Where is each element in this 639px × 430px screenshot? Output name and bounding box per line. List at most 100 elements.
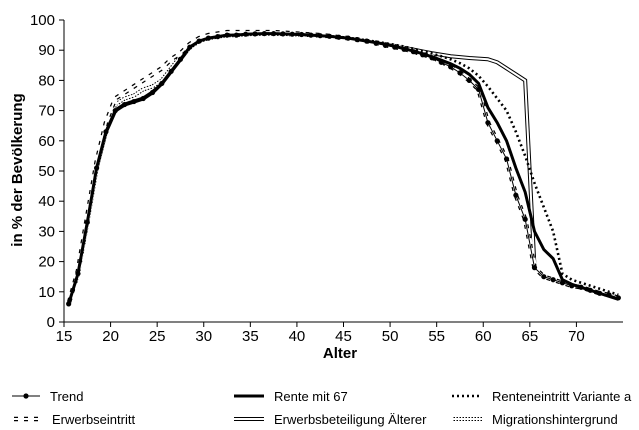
data-point xyxy=(550,277,556,283)
data-point xyxy=(373,40,379,46)
data-point xyxy=(606,292,612,298)
data-point xyxy=(494,138,500,144)
y-tick-label: 80 xyxy=(38,72,55,89)
x-tick-label: 35 xyxy=(242,328,259,345)
data-point xyxy=(177,56,184,62)
data-point xyxy=(429,55,435,61)
data-point xyxy=(233,32,239,38)
x-tick-label: 50 xyxy=(382,328,399,345)
data-point xyxy=(401,46,407,52)
legend-item: Erwerbsbeteiligung Älterer xyxy=(234,412,427,427)
data-point xyxy=(522,216,528,222)
y-tick-label: 60 xyxy=(38,133,55,150)
series-layer xyxy=(66,29,621,307)
data-point xyxy=(112,108,118,114)
data-point xyxy=(541,274,547,280)
data-point xyxy=(364,38,370,44)
y-tick-label: 90 xyxy=(38,42,55,59)
data-point xyxy=(448,64,454,70)
data-point xyxy=(94,165,100,171)
x-tick-label: 60 xyxy=(475,328,492,345)
data-point xyxy=(615,295,621,301)
data-point xyxy=(559,280,566,286)
data-point xyxy=(280,31,286,37)
data-point xyxy=(66,301,72,307)
data-point xyxy=(587,287,593,293)
data-point xyxy=(457,70,463,76)
data-point xyxy=(215,34,221,40)
data-point xyxy=(513,192,519,198)
x-tick-label: 55 xyxy=(428,328,445,345)
data-point xyxy=(382,42,389,48)
data-point xyxy=(252,31,258,37)
data-point xyxy=(317,33,323,39)
data-point xyxy=(485,120,491,126)
y-tick-label: 10 xyxy=(38,284,55,301)
data-point xyxy=(75,271,81,277)
legend-label: Rente mit 67 xyxy=(274,389,348,404)
y-tick-label: 70 xyxy=(38,103,55,120)
data-point xyxy=(149,89,156,96)
data-point xyxy=(271,30,277,37)
data-point xyxy=(140,95,146,102)
data-point xyxy=(578,284,584,290)
data-point xyxy=(410,49,416,55)
y-tick-label: 20 xyxy=(38,254,55,271)
data-point xyxy=(597,290,603,296)
y-tick-label: 30 xyxy=(38,223,55,240)
data-point xyxy=(438,59,444,65)
legend-label: Erwerbsbeteiligung Älterer xyxy=(274,412,427,427)
axes: 0 10 20 30 40 50 60 70 80 90 100 15 20 25 30 35 40 45 50 55… xyxy=(30,12,623,345)
y-axis-label: in % der Bevölkerung xyxy=(9,93,26,246)
data-point xyxy=(475,86,482,93)
data-point xyxy=(420,52,426,58)
legend-item: Renteneintritt Variante a xyxy=(452,389,632,404)
y-tick-label: 0 xyxy=(47,314,55,331)
data-point xyxy=(187,44,193,50)
data-point xyxy=(103,129,109,135)
x-axis-label: Alter xyxy=(323,345,357,362)
y-tick-label: 40 xyxy=(38,193,55,210)
series-3 xyxy=(66,29,620,305)
data-point xyxy=(466,77,472,83)
legend-label: Erwerbseintritt xyxy=(52,412,135,427)
data-point xyxy=(205,35,212,41)
data-point xyxy=(531,265,538,271)
data-point xyxy=(336,34,342,40)
legend-label: Migrationshintergrund xyxy=(492,412,618,427)
x-tick-label: 25 xyxy=(149,328,166,345)
x-tick-label: 65 xyxy=(521,328,538,345)
data-point xyxy=(168,68,174,74)
data-point xyxy=(345,35,351,41)
x-tick-label: 20 xyxy=(102,328,119,345)
legend-marker xyxy=(23,393,29,399)
data-point xyxy=(298,31,305,38)
legend-label: Trend xyxy=(50,389,83,404)
y-tick-label: 100 xyxy=(30,12,55,29)
data-point xyxy=(84,219,90,225)
y-tick-label: 50 xyxy=(38,163,55,180)
legend-label: Renteneintritt Variante a xyxy=(492,389,632,404)
data-point xyxy=(289,31,295,37)
data-point xyxy=(243,31,249,37)
x-tick-label: 45 xyxy=(335,328,352,345)
data-point xyxy=(503,156,510,162)
series-0 xyxy=(66,30,621,307)
data-point xyxy=(224,32,230,38)
data-point xyxy=(392,44,398,50)
data-point xyxy=(159,80,165,87)
legend-item: Rente mit 67 xyxy=(234,389,348,404)
legend-item: Migrationshintergrund xyxy=(452,412,618,427)
x-tick-label: 40 xyxy=(289,328,306,345)
data-point xyxy=(569,283,575,289)
legend-item: Trend xyxy=(12,389,83,404)
data-point xyxy=(326,33,333,39)
data-point xyxy=(261,30,267,37)
data-point xyxy=(196,38,202,44)
x-tick-label: 70 xyxy=(568,328,585,345)
legend-item: Erwerbseintritt xyxy=(12,412,135,427)
x-tick-label: 15 xyxy=(56,328,73,345)
data-point xyxy=(354,37,361,43)
data-point xyxy=(121,101,128,108)
data-point xyxy=(131,98,137,105)
